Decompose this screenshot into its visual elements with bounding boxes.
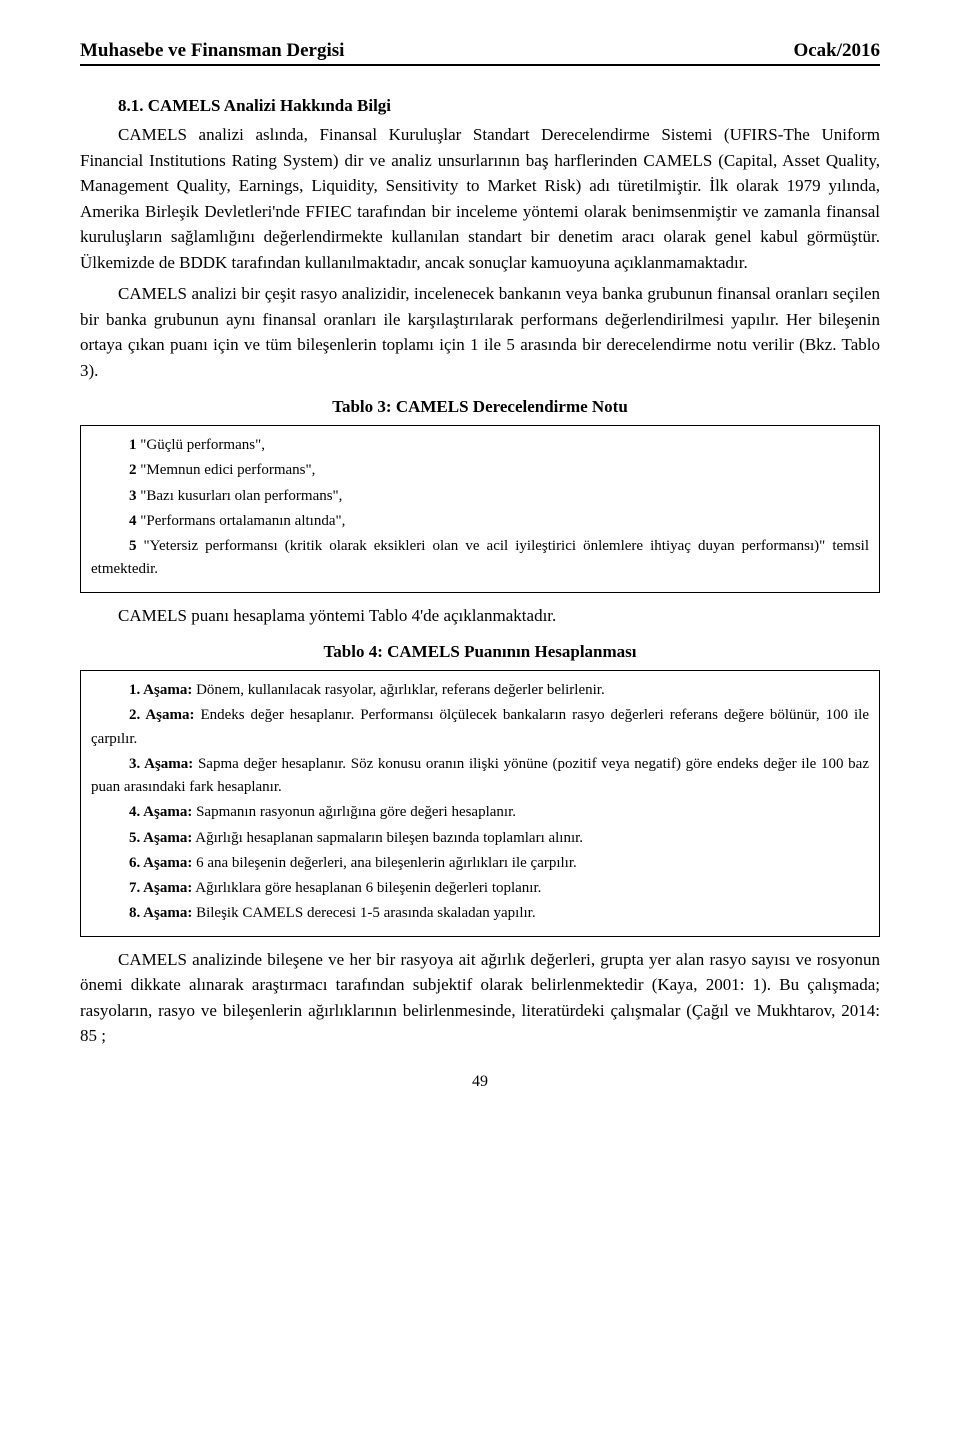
table4-row-label: 1. Aşama: (129, 682, 192, 698)
table3-row: 2 "Memnun edici performans", (91, 459, 869, 482)
table4-row-text: Bileşik CAMELS derecesi 1-5 arasında ska… (192, 905, 535, 921)
table3-row-num: 5 (129, 538, 137, 554)
table4-row-label: 3. Aşama: (129, 756, 193, 772)
table3-row-num: 4 (129, 513, 137, 529)
table3-row-text: "Güçlü performans", (137, 437, 265, 453)
table4-row-label: 5. Aşama: (129, 830, 192, 846)
table4-row-text: 6 ana bileşenin değerleri, ana bileşenle… (192, 855, 576, 871)
table3-row: 4 "Performans ortalamanın altında", (91, 510, 869, 533)
table4-title: Tablo 4: CAMELS Puanının Hesaplanması (80, 642, 880, 662)
paragraph-1: CAMELS analizi aslında, Finansal Kuruluş… (80, 122, 880, 275)
table4-row-text: Ağırlığı hesaplanan sapmaların bileşen b… (192, 830, 583, 846)
table4-row-label: 6. Aşama: (129, 855, 192, 871)
table4-row: 6. Aşama: 6 ana bileşenin değerleri, ana… (91, 852, 869, 875)
table3-row-text: "Yetersiz performansı (kritik olarak eks… (91, 538, 869, 577)
table4-row-text: Endeks değer hesaplanır. Performansı ölç… (91, 707, 869, 746)
table4-row: 3. Aşama: Sapma değer hesaplanır. Söz ko… (91, 753, 869, 800)
table4-row: 7. Aşama: Ağırlıklara göre hesaplanan 6 … (91, 877, 869, 900)
table4-row: 5. Aşama: Ağırlığı hesaplanan sapmaların… (91, 827, 869, 850)
table4-row-text: Sapmanın rasyonun ağırlığına göre değeri… (192, 804, 516, 820)
table3-row-num: 1 (129, 437, 137, 453)
table4-row: 2. Aşama: Endeks değer hesaplanır. Perfo… (91, 704, 869, 751)
table4-row-text: Dönem, kullanılacak rasyolar, ağırlıklar… (192, 682, 604, 698)
table3-box: 1 "Güçlü performans", 2 "Memnun edici pe… (80, 425, 880, 593)
table4-row: 4. Aşama: Sapmanın rasyonun ağırlığına g… (91, 801, 869, 824)
running-header: Muhasebe ve Finansman Dergisi Ocak/2016 (80, 40, 880, 66)
paragraph-under-table3: CAMELS puanı hesaplama yöntemi Tablo 4'd… (80, 603, 880, 629)
page-number: 49 (80, 1073, 880, 1091)
issue-date: Ocak/2016 (793, 40, 880, 62)
table3-row: 1 "Güçlü performans", (91, 434, 869, 457)
table4-row: 1. Aşama: Dönem, kullanılacak rasyolar, … (91, 679, 869, 702)
table3-title: Tablo 3: CAMELS Derecelendirme Notu (80, 397, 880, 417)
table4-row-label: 2. Aşama: (129, 707, 195, 723)
table4-row-text: Ağırlıklara göre hesaplanan 6 bileşenin … (192, 880, 541, 896)
paragraph-3: CAMELS analizinde bileşene ve her bir ra… (80, 947, 880, 1049)
table4-row-label: 8. Aşama: (129, 905, 192, 921)
table3-row-num: 2 (129, 462, 137, 478)
table4-row: 8. Aşama: Bileşik CAMELS derecesi 1-5 ar… (91, 902, 869, 925)
page-container: Muhasebe ve Finansman Dergisi Ocak/2016 … (0, 0, 960, 1131)
table3-row: 5 "Yetersiz performansı (kritik olarak e… (91, 535, 869, 582)
section-heading: 8.1. CAMELS Analizi Hakkında Bilgi (80, 96, 880, 116)
table4-row-text: Sapma değer hesaplanır. Söz konusu oranı… (91, 756, 869, 795)
table3-row: 3 "Bazı kusurları olan performans", (91, 485, 869, 508)
table3-row-text: "Performans ortalamanın altında", (137, 513, 346, 529)
table3-row-num: 3 (129, 488, 137, 504)
table3-row-text: "Bazı kusurları olan performans", (137, 488, 343, 504)
table4-row-label: 7. Aşama: (129, 880, 192, 896)
table3-row-text: "Memnun edici performans", (137, 462, 316, 478)
paragraph-2: CAMELS analizi bir çeşit rasyo analizidi… (80, 281, 880, 383)
journal-title: Muhasebe ve Finansman Dergisi (80, 40, 344, 62)
table4-box: 1. Aşama: Dönem, kullanılacak rasyolar, … (80, 670, 880, 937)
table4-row-label: 4. Aşama: (129, 804, 192, 820)
